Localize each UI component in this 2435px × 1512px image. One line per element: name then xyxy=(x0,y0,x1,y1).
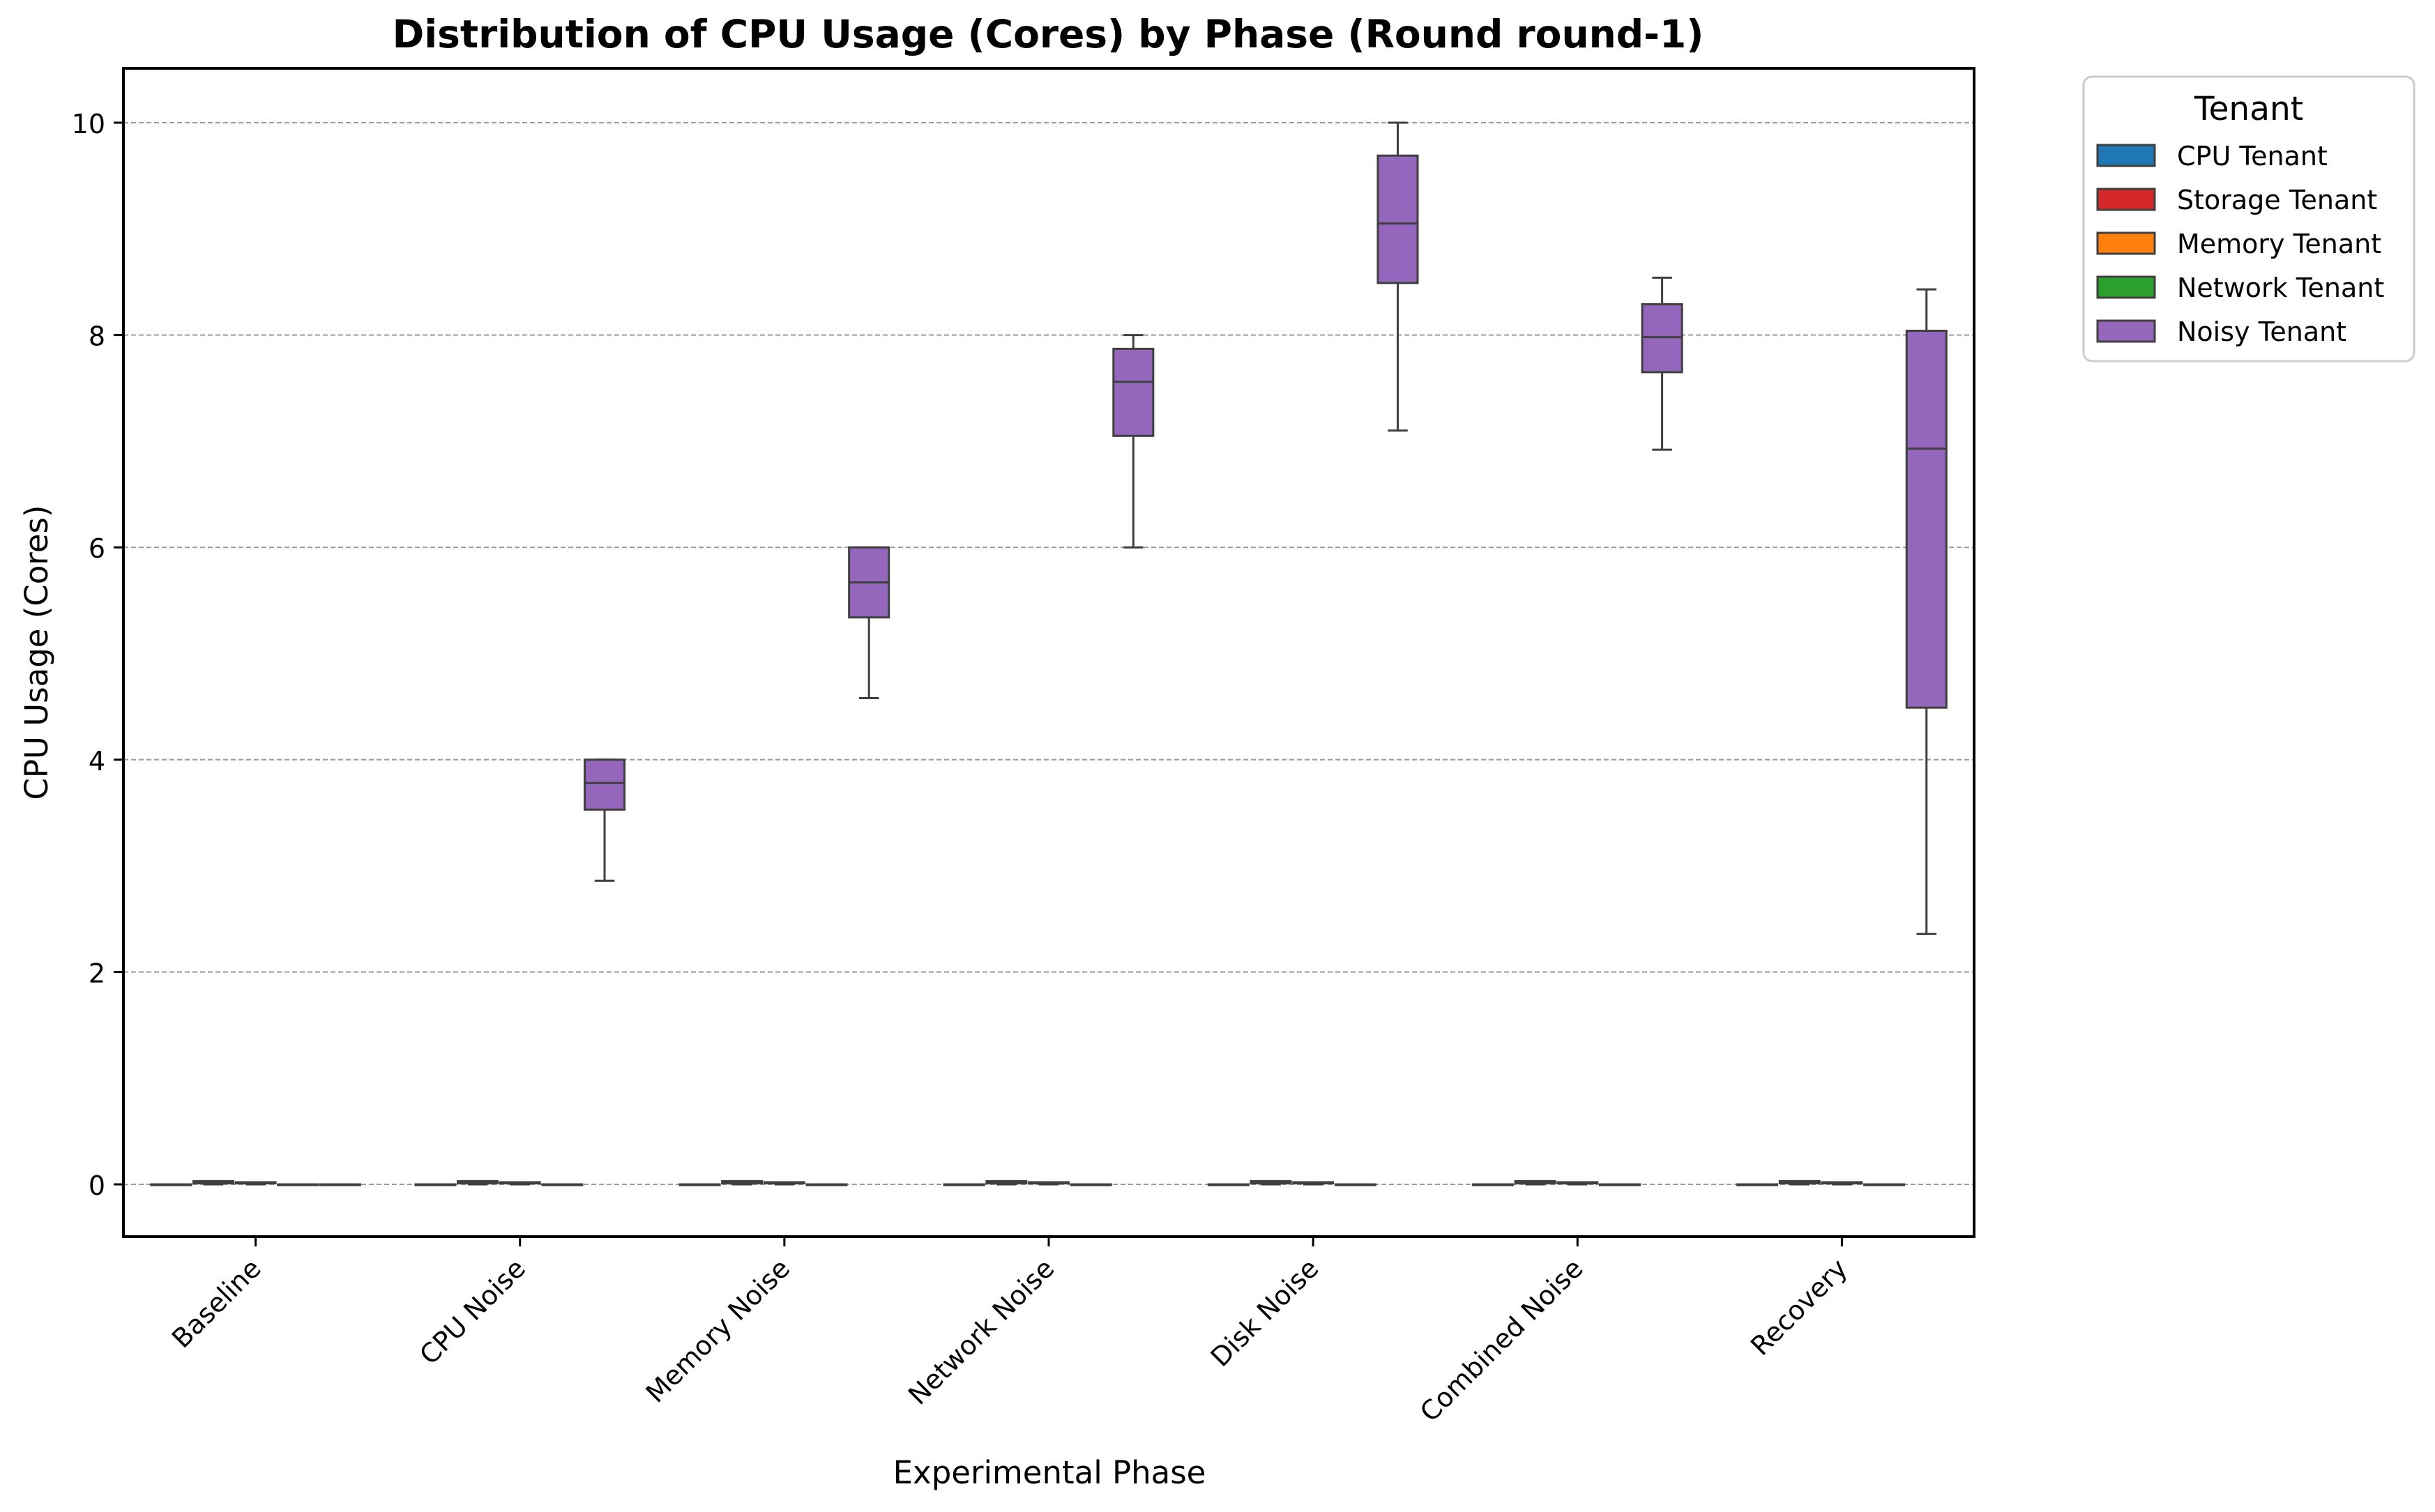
chart-title: Distribution of CPU Usage (Cores) by Pha… xyxy=(393,12,1704,56)
box-1-3 xyxy=(985,1179,1028,1186)
legend-entry-2: Memory Tenant xyxy=(2096,229,2381,259)
box-4-1 xyxy=(584,758,626,882)
box-3-0 xyxy=(277,1183,319,1186)
legend-entry-4: Noisy Tenant xyxy=(2096,316,2346,347)
legend-swatch xyxy=(2096,144,2156,167)
box-4-5 xyxy=(1641,276,1683,451)
legend-swatch xyxy=(2096,275,2156,299)
box-4-4 xyxy=(1376,121,1419,432)
box-1-0 xyxy=(192,1179,234,1186)
box-1-1 xyxy=(457,1179,499,1186)
legend-swatch xyxy=(2096,188,2156,211)
box-2-3 xyxy=(1027,1181,1070,1186)
box-2-5 xyxy=(1556,1181,1599,1186)
legend-label: CPU Tenant xyxy=(2177,141,2328,171)
box-3-2 xyxy=(805,1183,848,1186)
box-3-1 xyxy=(541,1183,584,1186)
box-2-6 xyxy=(1821,1181,1863,1186)
legend-frame xyxy=(2082,75,2415,362)
box-0-4 xyxy=(1207,1183,1250,1186)
box-1-5 xyxy=(1514,1179,1556,1186)
box-2-4 xyxy=(1292,1181,1335,1186)
legend-title: Tenant xyxy=(2194,90,2303,128)
box-iqr xyxy=(584,758,626,811)
y-tick-label-4: 4 xyxy=(89,746,105,777)
box-0-3 xyxy=(943,1183,985,1186)
legend-entry-1: Storage Tenant xyxy=(2096,185,2377,215)
box-iqr xyxy=(1112,347,1155,437)
box-4-2 xyxy=(848,546,890,699)
y-tick-label-8: 8 xyxy=(89,321,105,352)
box-iqr xyxy=(1376,154,1419,284)
box-2-1 xyxy=(499,1181,541,1186)
legend-label: Memory Tenant xyxy=(2177,229,2381,259)
legend-label: Network Tenant xyxy=(2177,273,2384,303)
box-iqr xyxy=(1905,330,1948,709)
plot-boxes xyxy=(150,121,1948,1186)
legend-swatch xyxy=(2096,319,2156,343)
box-0-2 xyxy=(678,1183,721,1186)
box-4-0 xyxy=(319,1183,361,1186)
box-4-6 xyxy=(1905,288,1948,936)
box-3-4 xyxy=(1334,1183,1376,1186)
y-gridlines xyxy=(123,122,1974,1185)
box-1-6 xyxy=(1778,1179,1821,1186)
box-0-1 xyxy=(414,1183,457,1186)
y-tick-label-0: 0 xyxy=(89,1170,105,1201)
legend-label: Storage Tenant xyxy=(2177,185,2377,215)
y-axis-label: CPU Usage (Cores) xyxy=(18,505,55,800)
legend-entry-0: CPU Tenant xyxy=(2096,141,2328,171)
legend: Tenant CPU Tenant Storage Tenant Memory Te… xyxy=(2082,75,2415,362)
y-tick-label-10: 10 xyxy=(72,109,105,139)
y-axis: 0 2 4 6 8 10 xyxy=(72,109,123,1201)
box-4-3 xyxy=(1112,334,1155,549)
box-1-2 xyxy=(721,1179,764,1186)
box-3-6 xyxy=(1863,1183,1906,1186)
y-tick-label-6: 6 xyxy=(89,533,105,564)
y-tick-label-2: 2 xyxy=(89,958,105,988)
box-0-0 xyxy=(150,1183,192,1186)
box-iqr xyxy=(1641,303,1683,374)
x-axis-label: Experimental Phase xyxy=(893,1454,1206,1491)
legend-entry-3: Network Tenant xyxy=(2096,273,2384,303)
plot-area-frame xyxy=(122,67,1975,1238)
box-3-3 xyxy=(1070,1183,1112,1186)
legend-label: Noisy Tenant xyxy=(2177,316,2346,347)
box-2-2 xyxy=(763,1181,805,1186)
legend-entries: CPU Tenant Storage Tenant Memory Tenant Net… xyxy=(2096,141,2384,347)
box-2-0 xyxy=(234,1181,277,1186)
box-0-6 xyxy=(1736,1183,1779,1186)
box-3-5 xyxy=(1598,1183,1641,1186)
box-1-4 xyxy=(1250,1179,1292,1186)
legend-swatch xyxy=(2096,231,2156,255)
box-0-5 xyxy=(1471,1183,1514,1186)
